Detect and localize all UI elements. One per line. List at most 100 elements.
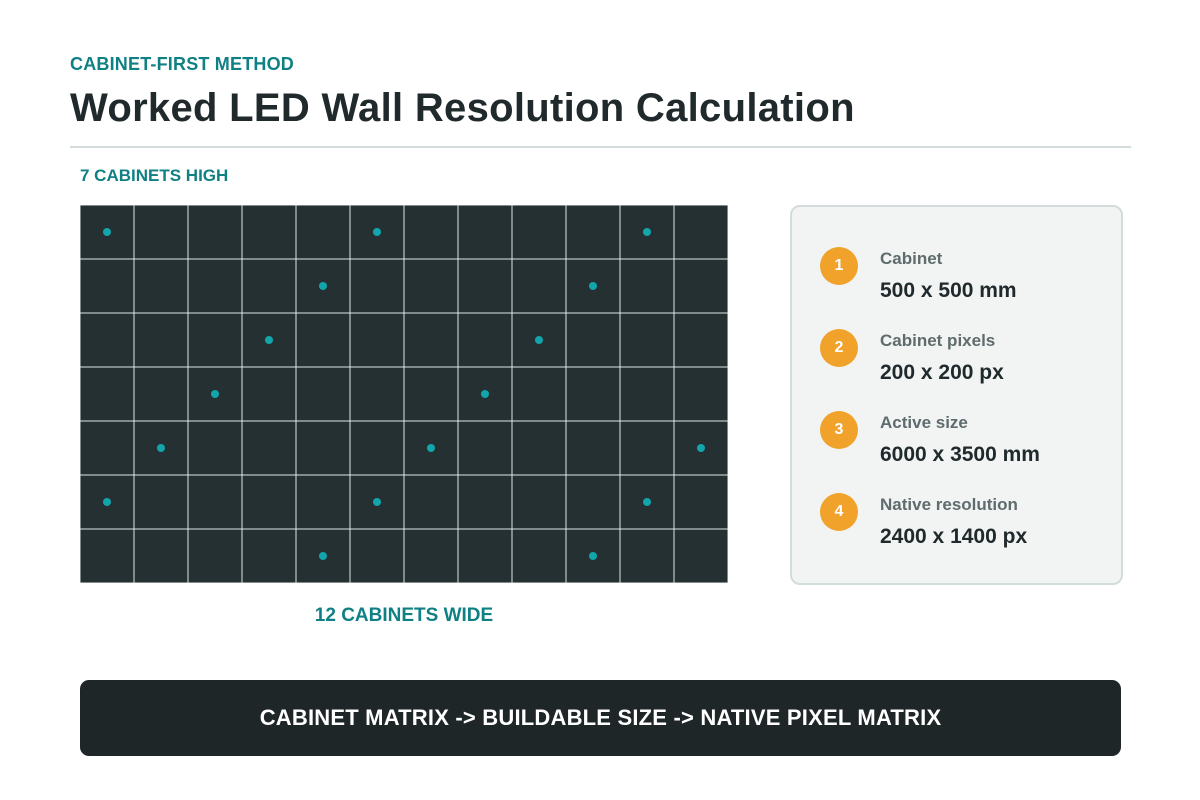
title-divider [70,146,1131,148]
cabinet-cell [295,420,351,476]
cabinet-matrix-graphic [80,205,728,583]
cabinet-cell [187,420,243,476]
cabinet-cell [565,420,621,476]
cabinet-cell [457,528,513,583]
spec-value: 500 x 500 mm [880,279,1017,302]
cabinet-cell [673,474,728,530]
cabinet-marker-dot [373,228,381,236]
cabinet-cell [565,312,621,368]
cabinet-cell [187,312,243,368]
cabinet-cell [133,366,189,422]
cabinet-marker-dot [157,444,165,452]
cabinet-cell [187,258,243,314]
cabinet-cell [673,258,728,314]
spec-value: 200 x 200 px [880,361,1004,384]
cabinet-cell [565,474,621,530]
cabinet-cell [80,366,135,422]
cabinet-cell [619,528,675,583]
cabinet-cell [403,258,459,314]
step-badge: 4 [820,493,858,531]
spec-item-cabinet-pixels: 2 Cabinet pixels 200 x 200 px [792,289,1121,384]
cabinet-cell [403,474,459,530]
cabinet-cell [133,205,189,260]
cabinet-marker-dot [373,498,381,506]
cabinet-cell [403,528,459,583]
cabinet-cell [457,420,513,476]
method-eyebrow: CABINET-FIRST METHOD [70,54,294,74]
spec-item-native-resolution: 4 Native resolution 2400 x 1400 px [792,453,1121,548]
cabinet-cell [565,205,621,260]
cabinet-cell [187,474,243,530]
cabinet-cell [457,205,513,260]
cabinet-cell [619,258,675,314]
cabinet-cell [80,258,135,314]
cabinet-cell [187,528,243,583]
cabinet-cell [673,205,728,260]
cabinet-cell [295,312,351,368]
cabinet-cell [673,366,728,422]
cabinet-cell [619,312,675,368]
spec-label: Cabinet [880,249,943,268]
cabinet-cell [403,312,459,368]
cabinet-marker-dot [589,282,597,290]
spec-value: 6000 x 3500 mm [880,443,1040,466]
cabinet-marker-dot [535,336,543,344]
cabinet-cell [619,366,675,422]
spec-value: 2400 x 1400 px [880,525,1028,548]
cabinet-cell [349,366,405,422]
cabinet-marker-dot [481,390,489,398]
cabinet-cell [295,366,351,422]
cabinet-marker-dot [589,552,597,560]
cabinet-marker-dot [643,498,651,506]
cabinet-cell [241,474,297,530]
cabinets-high-label: 7 CABINETS HIGH [80,166,229,185]
cabinet-marker-dot [103,498,111,506]
cabinet-cell [673,528,728,583]
cabinet-cell [457,312,513,368]
cabinet-cell [511,205,567,260]
cabinet-cell [187,205,243,260]
spec-item-active-size: 3 Active size 6000 x 3500 mm [792,371,1121,466]
cabinet-cell [80,528,135,583]
cabinet-marker-dot [643,228,651,236]
cabinet-cell [511,366,567,422]
cabinet-cell [241,420,297,476]
cabinet-marker-dot [103,228,111,236]
cabinet-cell [241,205,297,260]
cabinet-cell [349,312,405,368]
cabinet-cell [133,312,189,368]
cabinet-cell [295,205,351,260]
cabinet-cell [457,258,513,314]
spec-label: Cabinet pixels [880,331,996,350]
cabinet-marker-dot [265,336,273,344]
step-badge: 2 [820,329,858,367]
spec-panel: 1 Cabinet 500 x 500 mm 2 Cabinet pixels … [790,205,1123,585]
cabinets-wide-label: 12 CABINETS WIDE [314,605,494,626]
cabinet-cell [80,420,135,476]
cabinet-cell [511,528,567,583]
cabinet-cell [511,258,567,314]
step-badge: 3 [820,411,858,449]
cabinet-cell [80,312,135,368]
cabinet-cell [511,474,567,530]
cabinet-cell [565,366,621,422]
cabinet-cell [241,366,297,422]
cabinet-cell [511,420,567,476]
cabinet-cell [349,258,405,314]
page-title: Worked LED Wall Resolution Calculation [70,86,855,130]
cabinet-marker-dot [319,282,327,290]
cabinet-cell [619,420,675,476]
cabinet-matrix [80,205,728,583]
spec-label: Native resolution [880,495,1018,514]
step-badge: 1 [820,247,858,285]
cabinet-cell [673,312,728,368]
workflow-banner: CABINET MATRIX -> BUILDABLE SIZE -> NATI… [80,680,1121,756]
cabinet-cell [457,474,513,530]
cabinet-cell [133,258,189,314]
cabinet-marker-dot [211,390,219,398]
cabinet-cell [349,528,405,583]
cabinet-cell [403,205,459,260]
cabinet-cell [241,528,297,583]
cabinet-cell [349,420,405,476]
cabinet-cell [133,528,189,583]
